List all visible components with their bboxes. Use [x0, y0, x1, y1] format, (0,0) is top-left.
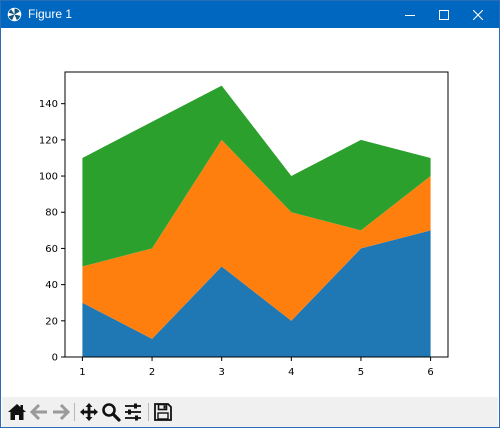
x-tick-label: 3 [218, 367, 224, 378]
y-tick-label: 140 [39, 99, 58, 110]
save-icon [154, 403, 172, 421]
close-button[interactable] [456, 1, 500, 28]
pan-button[interactable] [78, 401, 100, 423]
y-tick-label: 80 [45, 208, 58, 219]
x-tick-label: 5 [358, 367, 364, 378]
y-tick-label: 60 [45, 244, 58, 255]
back-button[interactable] [28, 401, 50, 423]
navigation-toolbar [2, 397, 498, 427]
configure-subplots-icon [125, 403, 141, 421]
maximize-button[interactable] [422, 1, 466, 28]
x-axis: 1 2 3 4 5 6 [79, 357, 434, 378]
y-axis: 0 20 40 60 80 100 120 140 [39, 99, 65, 364]
x-tick-label: 1 [79, 367, 85, 378]
y-tick-label: 0 [52, 353, 58, 364]
save-button[interactable] [152, 401, 174, 423]
area-series-3 [82, 85, 431, 267]
forward-arrow-icon [53, 403, 71, 421]
zoom-icon [102, 403, 121, 422]
back-arrow-icon [29, 403, 47, 421]
y-tick-label: 20 [45, 316, 58, 327]
configure-subplots-button[interactable] [122, 401, 144, 423]
title-bar[interactable]: Figure 1 [1, 1, 499, 28]
figure-canvas[interactable]: 1 2 3 4 5 6 0 20 40 60 80 100 120 140 [2, 28, 498, 396]
window-title: Figure 1 [28, 7, 73, 21]
zoom-button[interactable] [100, 401, 122, 423]
matplotlib-icon [7, 7, 22, 22]
x-tick-label: 2 [149, 367, 155, 378]
area-series-2 [82, 139, 431, 339]
area-series-1 [82, 230, 431, 357]
area-series-group [82, 85, 431, 357]
home-button[interactable] [6, 401, 28, 423]
y-tick-label: 100 [39, 172, 58, 183]
y-tick-label: 120 [39, 135, 58, 146]
toolbar-separator [148, 403, 149, 421]
x-tick-label: 6 [427, 367, 433, 378]
maximize-icon [439, 9, 449, 20]
home-icon [8, 404, 26, 420]
minimize-button[interactable] [388, 1, 432, 28]
minimize-icon [405, 14, 415, 16]
y-tick-label: 40 [45, 280, 58, 291]
pan-icon [80, 403, 98, 421]
forward-button[interactable] [50, 401, 72, 423]
x-tick-label: 4 [288, 367, 294, 378]
axes-frame [64, 71, 449, 358]
toolbar-separator [74, 403, 75, 421]
close-icon [473, 9, 483, 20]
stacked-area-chart: 1 2 3 4 5 6 0 20 40 60 80 100 120 140 [39, 71, 449, 378]
